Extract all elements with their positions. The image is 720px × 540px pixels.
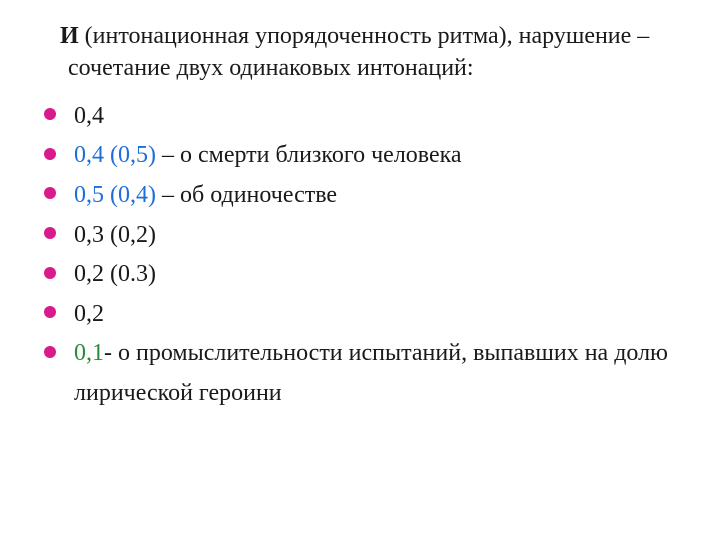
list-item: 0,2 (0.3) — [44, 255, 680, 295]
list-item: 0,1- о промыслительности испытаний, выпа… — [44, 334, 680, 413]
intro-rest: (интонационная упорядоченность ритма), н… — [68, 23, 649, 81]
list-item: 0,4 — [44, 97, 680, 137]
bullet-rest: - о промыслительности испытаний, выпавши… — [74, 340, 668, 406]
bullet-number: 0,4 (0,5) — [74, 142, 156, 168]
bullet-list: 0,4 0,4 (0,5) – о смерти близкого челове… — [20, 97, 680, 414]
list-item: 0,3 (0,2) — [44, 216, 680, 256]
intro-bold: И — [60, 23, 79, 49]
list-item: 0,4 (0,5) – о смерти близкого человека — [44, 136, 680, 176]
list-item: 0,5 (0,4) – об одиночестве — [44, 176, 680, 216]
bullet-rest: – об одиночестве — [156, 182, 337, 208]
list-item: 0,2 — [44, 295, 680, 335]
bullet-number: 0,1 — [74, 340, 104, 366]
bullet-text: 0,4 — [74, 103, 104, 129]
bullet-text: 0,2 — [74, 301, 104, 327]
intro-paragraph: И (интонационная упорядоченность ритма),… — [60, 20, 680, 85]
bullet-number: 0,5 (0,4) — [74, 182, 156, 208]
bullet-text: 0,2 (0.3) — [74, 261, 156, 287]
bullet-text: 0,3 (0,2) — [74, 222, 156, 248]
bullet-rest: – о смерти близкого человека — [156, 142, 462, 168]
